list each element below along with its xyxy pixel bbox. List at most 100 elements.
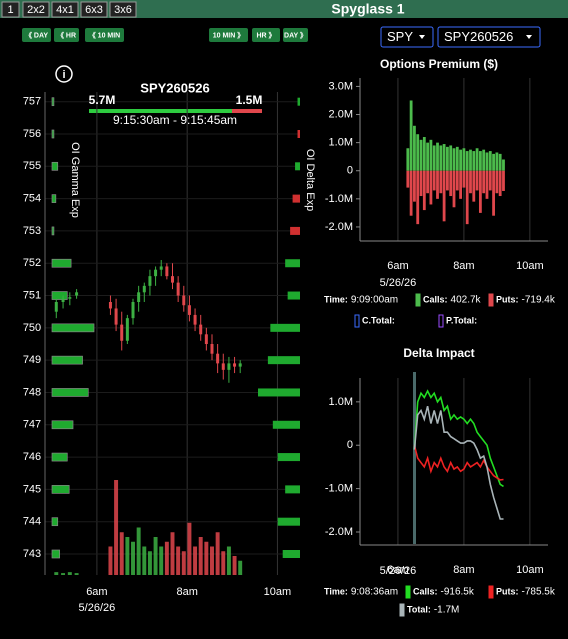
layout-button[interactable] — [51, 1, 79, 18]
readout-value: -785.5k — [522, 587, 556, 598]
layout-button[interactable] — [80, 1, 108, 18]
premium-bar — [452, 148, 456, 171]
gamma-bar — [51, 485, 70, 494]
nav-button-label[interactable]: 《 HR — [57, 31, 76, 39]
select-arrow[interactable] — [419, 35, 425, 39]
candle-body — [120, 324, 124, 341]
nav-button[interactable] — [252, 28, 280, 42]
chart-title: Delta Impact — [403, 346, 474, 360]
premium-bar — [488, 170, 492, 191]
premium-bar — [492, 153, 495, 171]
premium-bar — [478, 170, 482, 213]
delta-bar — [297, 130, 300, 138]
symbol-select[interactable] — [380, 26, 434, 48]
premium-bar — [432, 145, 436, 171]
readout-label: Puts: — [496, 586, 519, 596]
layout-button-label[interactable]: 4x1 — [56, 4, 74, 16]
layout-button-label[interactable]: 1 — [7, 4, 13, 16]
premium-bar — [409, 100, 413, 171]
y-tick-label: 1.0M — [329, 137, 353, 149]
gamma-bar — [51, 129, 55, 139]
symbol-select-value[interactable]: SPY — [387, 29, 413, 44]
readout-value: -1.7M — [434, 605, 460, 616]
candle-body — [187, 305, 191, 315]
volume-bar — [181, 551, 186, 575]
legend-swatch — [354, 314, 360, 328]
delta-bar — [290, 226, 300, 235]
x-date-label: 5/26/26 — [380, 277, 417, 289]
y-tick-label: 747 — [23, 419, 41, 431]
nav-button[interactable] — [283, 28, 308, 42]
select-arrow[interactable] — [526, 35, 532, 39]
impact-line — [413, 406, 504, 520]
premium-bar — [465, 170, 469, 225]
volume-bar — [238, 560, 243, 575]
layout-button-label[interactable]: 2x2 — [27, 4, 45, 16]
nav-button-label[interactable]: DAY 》 — [284, 31, 307, 39]
candle-body — [221, 363, 225, 370]
volume-bar — [114, 480, 119, 575]
delta-bar — [282, 550, 300, 558]
candle-body — [165, 266, 169, 277]
symbol-select[interactable] — [437, 26, 541, 48]
x-tick-label: 10am — [516, 564, 544, 576]
symbol-select-value[interactable]: SPY260526 — [444, 29, 513, 44]
layout-button[interactable] — [22, 1, 50, 18]
readout-value: 9:08:36am — [351, 587, 398, 598]
nav-button[interactable] — [54, 28, 79, 42]
candle-body — [61, 298, 65, 302]
premium-bar — [455, 146, 459, 171]
y-tick-label: 746 — [23, 451, 41, 463]
nav-button-label[interactable]: HR 》 — [256, 31, 275, 39]
premium-bar — [452, 170, 456, 208]
y-tick-label: 0 — [347, 165, 353, 177]
volume-bar — [119, 532, 124, 575]
layout-button-label[interactable]: 3x6 — [114, 4, 132, 16]
volume-bar — [221, 551, 226, 575]
delta-bar — [292, 194, 300, 203]
layout-button[interactable] — [109, 1, 137, 18]
info-icon[interactable] — [55, 65, 73, 83]
delta-bar — [295, 162, 300, 171]
candle-body — [114, 308, 118, 325]
delta-bar — [297, 97, 300, 106]
y-tick-label: 754 — [23, 193, 41, 205]
y-tick-label: 743 — [23, 548, 41, 560]
y-tick-label: 2.0M — [329, 108, 353, 120]
gamma-bar — [51, 194, 57, 203]
premium-bar — [442, 170, 446, 222]
y-tick-label: 757 — [23, 96, 41, 108]
impact-line — [413, 445, 504, 481]
volume-bar — [226, 546, 231, 575]
volume-bar — [198, 537, 203, 575]
gamma-axis-label: OI Gamma Exp — [69, 142, 81, 218]
nav-button-label[interactable]: 10 MIN 》 — [213, 31, 245, 39]
y-tick-label: 752 — [23, 257, 41, 269]
nav-button-label[interactable]: 《 10 MIN — [89, 31, 121, 39]
volume-bar — [164, 541, 169, 575]
volume-bar — [215, 532, 220, 575]
volume-bar — [187, 522, 192, 575]
volume-bar — [108, 546, 113, 575]
premium-bar — [472, 170, 476, 202]
gamma-bar — [51, 420, 74, 430]
candle-body — [227, 363, 231, 370]
nav-button-label[interactable]: 《 DAY — [25, 31, 48, 39]
info-icon-text[interactable]: i — [62, 69, 65, 81]
premium-bar — [502, 170, 505, 191]
premium-bar — [406, 170, 410, 188]
premium-bar — [416, 134, 420, 171]
y-tick-label: 749 — [23, 354, 41, 366]
layout-button-label[interactable]: 6x3 — [85, 4, 103, 16]
x-tick-label: 8am — [453, 564, 474, 576]
candle-body — [204, 334, 208, 344]
delta-scale-label: 1.5M — [236, 93, 263, 107]
layout-button[interactable] — [1, 1, 20, 18]
nav-button[interactable] — [22, 28, 51, 42]
nav-button[interactable] — [85, 28, 124, 42]
premium-bar — [475, 170, 479, 191]
y-tick-label: 3.0M — [329, 80, 353, 92]
nav-button[interactable] — [209, 28, 248, 42]
x-tick-label: 8am — [176, 586, 197, 598]
